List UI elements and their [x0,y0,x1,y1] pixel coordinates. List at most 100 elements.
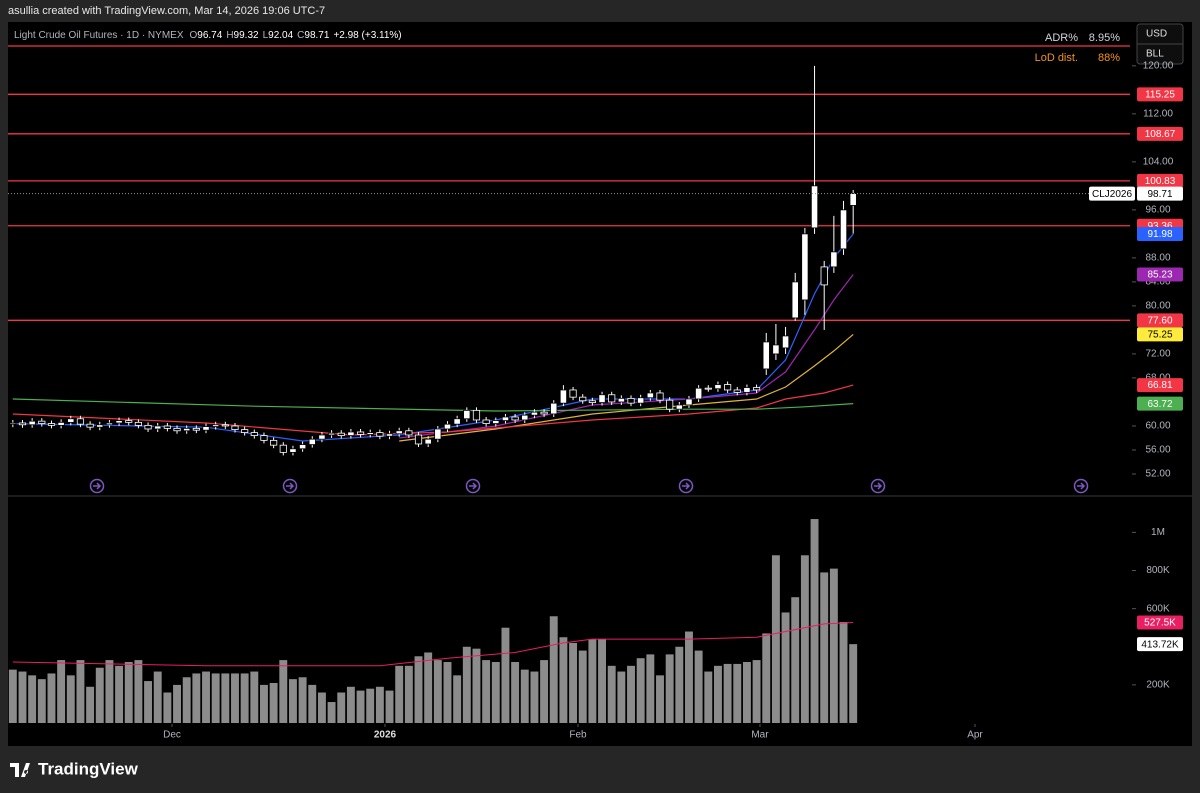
volume-bar [8,669,17,723]
header: asullia created with TradingView.com, Ma… [8,5,325,17]
volume-bar [771,555,780,723]
volume-bar [800,555,809,723]
y-tick-label: 84.00 [1145,277,1170,288]
volume-bar [491,662,500,723]
candle-body [86,423,94,428]
volume-bar [453,675,462,723]
candle-body [241,429,249,433]
level-label: 93.36 [1147,221,1172,232]
button[interactable]: BLL [1146,49,1164,60]
candle-body [115,420,123,424]
volume-bar [76,660,85,723]
candle-body [376,432,384,437]
volume-bar [86,686,95,723]
event-icon[interactable] [1073,478,1089,494]
candle-body [559,389,567,404]
legend-key: H [226,30,233,41]
candle-body [463,409,471,420]
volume-bar [240,673,249,723]
candle-body [18,422,27,426]
volume-bar [182,677,191,723]
candle-body [608,394,616,403]
candle-body [743,387,751,393]
event-icon[interactable] [678,478,694,494]
y-tick-label: 96.00 [1145,205,1170,216]
ma-label-bg [1137,327,1183,342]
volume-bar [66,675,75,723]
candle-body [231,425,239,430]
candle-body [627,397,635,404]
level-label-bg [1137,173,1183,188]
volume-bar [443,662,452,723]
volume-bar [520,669,529,723]
candle-body [289,448,297,453]
y-tick-label: 120.00 [1143,60,1174,71]
brand: TradingView [10,759,139,778]
legend-value: 96.74 [197,30,222,41]
volume-bar [849,644,858,723]
candle-body [646,392,654,399]
volume-bar [211,673,220,723]
volume-bar [95,667,104,723]
volume-bar [665,654,674,723]
stat-value: 8.95% [1089,32,1120,44]
ma-label-bg [1137,396,1183,411]
candle-body [144,424,152,430]
y-tick-label: 88.00 [1145,253,1170,264]
volume-bar [288,679,297,723]
legend-key: O [190,30,198,41]
x-tick-label: 2026 [374,730,397,741]
volume-bar [713,665,722,723]
volume-tick-label: 600K [1146,603,1170,614]
volume-bar [607,665,616,723]
volume-bar [385,690,394,723]
candle-body [569,389,577,398]
volume-bar [685,631,693,723]
candle-body [714,384,722,390]
volume-tick-label: 1M [1151,527,1165,538]
volume-last-label: 413.72K [1141,639,1179,650]
volume-bar [781,612,790,723]
stat-label: ADR% [1045,32,1078,44]
volume-bar [646,654,655,723]
volume-bar [47,673,56,723]
legend-value: 98.71 [304,30,329,41]
volume-bar [675,646,684,723]
candle-body [801,233,809,301]
candle-body [550,402,558,415]
volume-bar [627,665,635,723]
volume-bar [317,692,326,723]
volume-bar [250,671,259,723]
last-price-bg [1137,186,1183,201]
volume-bar [366,688,375,723]
volume-bar [636,658,645,723]
candle-body [540,411,548,415]
button[interactable]: USD [1146,29,1167,40]
candle-body [163,425,171,429]
candle-body [395,430,403,435]
volume-bar [144,681,153,723]
event-icon[interactable] [465,478,481,494]
legend-key: C [297,30,304,41]
event-icon[interactable] [870,478,886,494]
candle-body [308,438,316,445]
event-icon[interactable] [89,478,105,494]
volume-bar [530,671,539,723]
event-icon[interactable] [282,478,298,494]
volume-bar [462,646,471,723]
volume-bar [298,677,307,723]
volume-bar [134,660,143,723]
candle-body [105,422,114,426]
candle-body [347,431,355,436]
volume-bar [723,663,732,723]
moving-average [399,333,854,442]
volume-bar [404,665,413,723]
y-tick-label: 80.00 [1145,301,1170,312]
volume-bar [578,650,587,723]
candle-body [579,396,587,402]
candle-body [318,434,326,440]
legend-change: +2.98 (+3.11%) [333,30,401,41]
volume-bar [356,690,365,723]
ma-label: 66.81 [1147,380,1172,391]
